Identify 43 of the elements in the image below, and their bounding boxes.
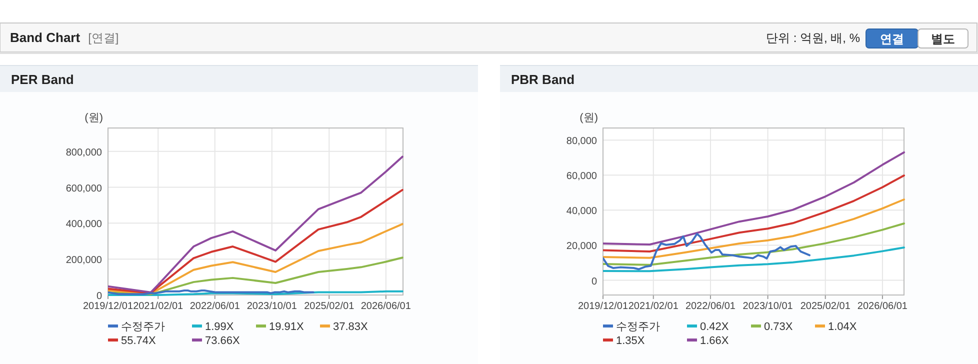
x-tick-label: 2021/02/01 — [133, 301, 184, 312]
x-tick-label: 2025/02/01 — [304, 301, 355, 312]
chart-title: PBR Band — [511, 72, 575, 87]
legend-label: 37.83X — [333, 321, 369, 333]
text: Band Chart — [10, 30, 81, 45]
x-tick-label: 2019/12/01 — [578, 301, 628, 312]
x-tick-label: 2023/10/01 — [246, 301, 298, 312]
legend-label: 1.99X — [205, 321, 234, 333]
y-tick-label: 400,000 — [66, 219, 102, 230]
y-tick-label: 800,000 — [66, 147, 102, 158]
chart-title: PER Band — [11, 72, 74, 87]
y-axis-title: (원) — [84, 112, 103, 124]
x-tick-label: 2025/02/01 — [800, 301, 851, 312]
legend-label: 55.74X — [121, 335, 157, 347]
x-tick-label: 2023/10/01 — [742, 301, 794, 312]
text: 단위 : 억원, 배, % — [766, 31, 860, 45]
y-tick-label: 20,000 — [566, 241, 598, 252]
legend-label: 수정주가 — [121, 321, 165, 333]
x-tick-label: 2026/06/01 — [360, 301, 412, 312]
legend-label: 19.91X — [269, 321, 305, 333]
legend-label: 73.66X — [205, 335, 241, 347]
y-tick-label: 0 — [96, 291, 102, 302]
y-tick-label: 40,000 — [566, 206, 598, 218]
x-tick-label: 2022/06/01 — [190, 301, 240, 312]
legend-label: 1.66X — [700, 335, 730, 347]
legend-label: 1.35X — [616, 335, 646, 347]
text: 연결 — [880, 32, 904, 46]
legend-label: 0.42X — [700, 321, 730, 333]
legend-label: 1.04X — [828, 321, 858, 333]
y-tick-label: 600,000 — [66, 183, 102, 194]
y-tick-label: 200,000 — [66, 255, 102, 266]
x-tick-label: 2021/02/01 — [628, 301, 679, 312]
legend-label: 수정주가 — [616, 321, 660, 333]
y-tick-label: 0 — [591, 276, 598, 288]
y-axis-title: (원) — [580, 112, 598, 124]
text: 별도 — [931, 32, 955, 46]
x-tick-label: 2022/06/01 — [685, 301, 736, 312]
x-tick-label: 2019/12/01 — [82, 301, 134, 312]
y-tick-label: 60,000 — [566, 171, 598, 182]
text: [연결] — [88, 31, 119, 45]
y-tick-label: 80,000 — [566, 136, 598, 148]
x-tick-label: 2026/06/01 — [857, 301, 908, 312]
legend-label: 0.73X — [764, 321, 794, 333]
